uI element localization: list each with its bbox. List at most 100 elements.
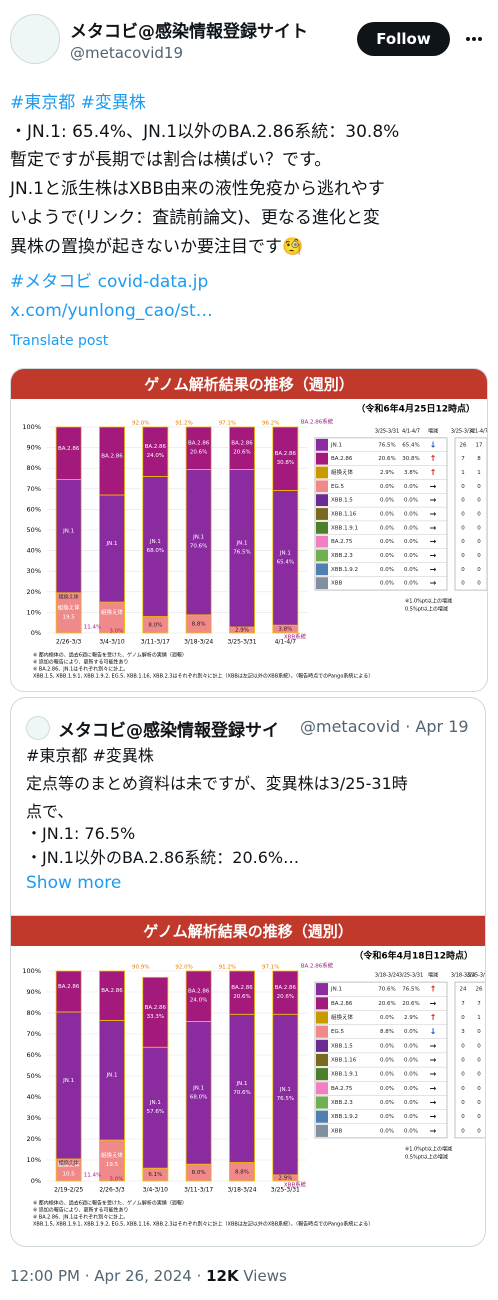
table-cell: 0 (477, 484, 481, 490)
value-label: 70.6% (233, 1090, 250, 1096)
table-cell: → (430, 999, 437, 1008)
table-cell: 0 (477, 1043, 481, 1049)
table-cell: 0 (461, 1043, 465, 1049)
table-cell: XBB.1.5 (331, 498, 353, 504)
table-cell: 0.0% (404, 1058, 418, 1064)
table-cell: 0.0% (380, 567, 394, 573)
color-swatch (316, 577, 328, 590)
table-cell: XBB.1.16 (331, 512, 357, 518)
segment-name: JN.1 (62, 529, 74, 535)
table-cell: 0.0% (404, 1128, 418, 1134)
value-label: 2.9% (235, 628, 249, 634)
table-header: 3/18-3/24 (375, 973, 399, 979)
image-subtitle: （令和6年4月18日12時点） (354, 950, 473, 962)
value-label: 68.0% (147, 548, 164, 554)
table-cell: 0 (477, 539, 481, 545)
note: XBB.1.5, XBB.1.9.1, XBB.1.9.2, EG.5, XBB… (33, 673, 373, 680)
total-label: 97.1% (262, 965, 279, 971)
table-cell: 0 (477, 1114, 481, 1120)
table-cell: JN.1 (330, 442, 342, 448)
table-cell: 76.5% (378, 442, 395, 448)
x-tick-label: 3/4-3/10 (143, 1187, 168, 1194)
author-handle[interactable]: @metacovid19 (70, 44, 183, 62)
table-cell: 8.8% (380, 1029, 394, 1035)
table-cell: 3.8% (404, 470, 418, 476)
table-cell: 0.0% (380, 525, 394, 531)
bar-segment (142, 426, 169, 477)
follow-button[interactable]: Follow (357, 22, 450, 56)
color-swatch (316, 521, 328, 534)
color-swatch (316, 1011, 328, 1024)
avatar[interactable] (10, 14, 60, 64)
table-cell: 30.8% (402, 456, 419, 462)
table-cell: 0.0% (404, 512, 418, 518)
note: ※ 追加の報告により、更新する可能性あり (33, 1207, 128, 1214)
value-label: 8.0% (148, 622, 162, 628)
table-cell: XBB.1.9.1 (331, 525, 358, 531)
table-cell: 0 (477, 1086, 481, 1092)
value-label: 3.8% (278, 627, 292, 633)
value-label: 8.8% (192, 621, 206, 627)
x-tick-label: 3/11-3/17 (184, 1187, 213, 1194)
quote-handle: @metacovid · Apr 19 (300, 717, 469, 736)
color-swatch (316, 1039, 328, 1052)
table-note: ※1.0%pt以上の増減 (405, 598, 452, 605)
table-cell: 7 (461, 456, 465, 462)
table-cell: BA.2.75 (331, 539, 353, 545)
table-cell: 組換え体 (331, 468, 354, 476)
segment-name: 組換え体 (58, 603, 81, 611)
segment-name: JN.1 (236, 541, 248, 547)
table-cell: JN.1 (330, 987, 342, 993)
chart-image: ゲノム解析結果の推移（週別）（令和6年4月18日12時点） 0% 10% 20% 30%… (11, 916, 485, 1228)
table-cell: 0.0% (380, 1072, 394, 1078)
annotation: BA.2.86系統 (301, 418, 334, 426)
bar-segment (185, 1021, 212, 1165)
table-cell: 0.0% (380, 1128, 394, 1134)
segment-name: JN.1 (62, 1078, 74, 1084)
media-image[interactable]: ゲノム解析結果の推移（週別） （令和6年4月25日12時点） 0% 10% 20% 30%… (10, 368, 488, 692)
total-label: 97.1% (219, 421, 236, 427)
y-tick-label: 50% (27, 1072, 41, 1080)
tweet-line: JN.1と派生株はXBB由来の液性免疫から逃れやす (10, 179, 385, 199)
table-cell: → (430, 1070, 437, 1079)
table-cell: 0.0% (380, 512, 394, 518)
table-cell: → (430, 496, 437, 505)
segment-name: JN.1 (149, 539, 161, 545)
annotation: 3.0% (109, 629, 123, 635)
table-cell: 17 (476, 442, 483, 448)
x-tick-label: 2/19-2/25 (54, 1187, 83, 1194)
segment-name: JN.1 (279, 550, 291, 556)
table-note: 0.5%pt以上の増減 (405, 606, 448, 613)
table-cell: 0 (477, 512, 481, 518)
table-cell: 0 (477, 567, 481, 573)
table-cell: XBB (331, 1128, 343, 1134)
table-header: 4/1-4/7 (470, 429, 487, 435)
y-tick-label: 30% (27, 1114, 41, 1122)
quote-line: #東京都 #変異株 (26, 746, 154, 765)
author-name[interactable]: メタコビ@感染情報登録サイト (70, 22, 308, 42)
translate-link[interactable]: Translate post (10, 333, 109, 349)
bar-segment (142, 1046, 169, 1169)
quote-line: ・JN.1以外のBA.2.86系統：20.6%… (26, 848, 300, 867)
color-swatch (316, 480, 328, 493)
bar-segment (272, 426, 299, 491)
table-cell: BA.2.86 (331, 456, 353, 462)
bar-segment (142, 976, 169, 1048)
segment-name: BA.2.86 (188, 989, 210, 995)
quote-card[interactable] (10, 697, 486, 1247)
total-label: 96.2% (262, 421, 279, 427)
segment-name: BA.2.86 (188, 441, 210, 447)
color-swatch (316, 1124, 328, 1137)
table-header: 3/25-3/31 (375, 429, 399, 435)
color-swatch (316, 438, 328, 451)
show-more[interactable]: Show more (26, 873, 122, 893)
y-tick-label: 70% (27, 485, 41, 493)
table-cell: XBB.2.3 (331, 553, 353, 559)
timestamp[interactable]: 12:00 PM · Apr 26, 2024 · (10, 1267, 207, 1285)
bar-segment (99, 1139, 125, 1182)
table-cell: 20.6% (378, 1001, 395, 1007)
table-cell: 0.0% (380, 1043, 394, 1049)
more-icon[interactable] (464, 32, 484, 44)
tweet-line: 暫定ですが長期では割合は横ばい？です。 (10, 150, 332, 170)
table-cell: 0 (461, 1100, 465, 1106)
